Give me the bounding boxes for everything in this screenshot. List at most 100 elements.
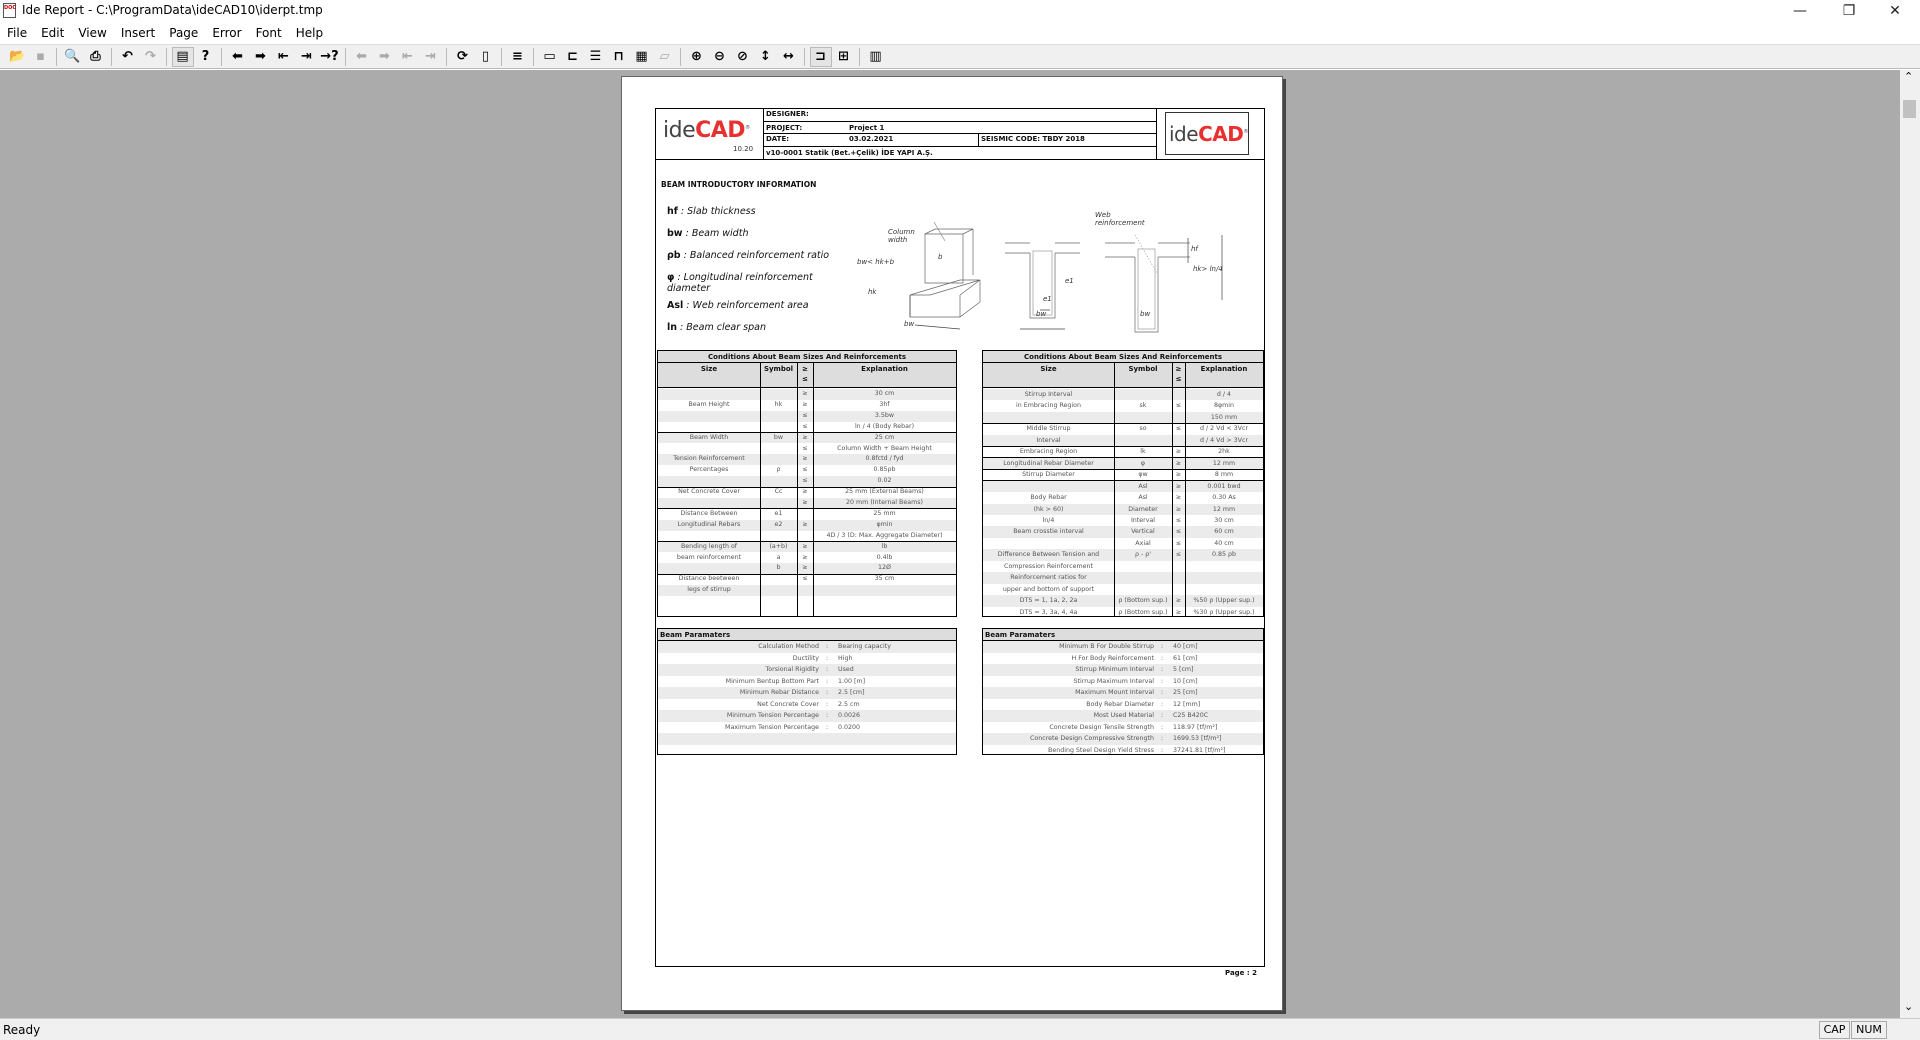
close-button[interactable]: ✕ — [1889, 3, 1901, 19]
left-margin-button[interactable]: ⊏ — [562, 47, 584, 67]
goto-button[interactable]: →? — [319, 47, 341, 67]
parameter-label: H For Body Reinforcement — [1071, 654, 1154, 662]
date-value: 03.02.2021 — [849, 135, 894, 143]
report-page-button[interactable]: ▤ — [171, 46, 194, 67]
zoom-out-button[interactable]: ⊖ — [709, 47, 731, 67]
undo-button[interactable]: ↶ — [117, 47, 139, 67]
toolbar-separator — [533, 47, 534, 66]
header-button[interactable]: ▭ — [539, 47, 561, 67]
two-page-button[interactable]: ⊞ — [833, 47, 855, 67]
save-button[interactable]: ▪ — [30, 47, 52, 67]
operator-cell: ≤ — [1175, 528, 1182, 536]
parameter-row: Net Concrete Cover: 2.5 cm — [658, 699, 956, 711]
explanation-cell: 0.85 ρb — [1211, 551, 1237, 559]
single-page-button[interactable]: ⊐ — [809, 46, 832, 67]
parameter-value: 12 [mm] — [1173, 700, 1201, 708]
menu-page[interactable]: Page — [169, 26, 199, 40]
refresh-page-button[interactable]: ⟳ — [452, 47, 474, 67]
last-icon: ⇥ — [301, 49, 312, 64]
error-previous-button[interactable]: ⬅ — [351, 47, 373, 67]
table-row: Percentages ρ ≤0.85ρb — [658, 465, 956, 476]
previous-icon: ⬅ — [232, 49, 243, 64]
explanation-cell: lb — [881, 542, 888, 550]
top-margin-button[interactable]: ⊓ — [608, 47, 630, 67]
menu-file[interactable]: File — [7, 26, 28, 40]
symbol-cell — [1114, 572, 1172, 583]
column-divider — [813, 363, 814, 616]
operator-cell — [1172, 412, 1185, 423]
menu-font[interactable]: Font — [255, 26, 282, 40]
parameter-value: 25 [cm] — [1173, 689, 1198, 696]
table-row: ≥30 cm — [658, 389, 956, 400]
explanation-cell: 2hk — [1218, 448, 1230, 456]
error-last-button[interactable]: ⇥ — [420, 47, 442, 67]
column-header: ≥ ≤ — [802, 365, 808, 383]
explanation-cell: 25 cm — [874, 433, 895, 441]
redo-button[interactable]: ↷ — [140, 47, 162, 67]
menu-edit[interactable]: Edit — [41, 26, 65, 40]
fit-width-button[interactable]: ↔ — [778, 47, 800, 67]
symbol-cell — [760, 498, 797, 509]
table-row: legs of stirrup — [658, 585, 956, 597]
size-cell — [983, 412, 1114, 423]
body-lines-button[interactable]: ☰ — [585, 47, 607, 67]
error-first-button[interactable]: ⇤ — [397, 47, 419, 67]
table-row: ≤0.02 — [658, 476, 956, 488]
scrollbar-thumb[interactable] — [1903, 100, 1916, 118]
restore-button[interactable]: ❐ — [1842, 3, 1856, 19]
definition-item: hf : Slab thickness — [667, 206, 837, 217]
scroll-down-button[interactable]: ⌄ — [1904, 1000, 1914, 1013]
error-next-button[interactable]: ➡ — [374, 47, 396, 67]
table-row: Reinforcement ratios for — [983, 572, 1263, 584]
table-row: Stirrup Diameter φw ≥8 mm — [983, 469, 1263, 480]
columns-button[interactable]: ▥ — [865, 47, 887, 67]
explanation-cell: 35 cm — [874, 575, 895, 583]
size-cell: Beam crosstie interval — [1013, 528, 1084, 536]
menu-insert[interactable]: Insert — [120, 26, 156, 40]
size-cell: Beam Height — [688, 400, 730, 408]
grid-button[interactable]: ▦ — [631, 47, 653, 67]
scroll-up-button[interactable]: ⌃ — [1904, 70, 1914, 83]
vertical-scrollbar[interactable]: ⌃ ⌄ — [1900, 70, 1920, 1018]
definition-symbol: Asl — [667, 300, 684, 311]
size-cell: Percentages — [689, 466, 729, 474]
label-web-reinforcement: Web reinforcement — [1095, 211, 1145, 227]
parameter-separator: : — [826, 677, 829, 685]
size-cell: DTS = 1, 1a, 2, 2a — [1019, 597, 1078, 605]
page-end-button[interactable]: ▯ — [475, 47, 497, 67]
parameter-value: 0.0026 — [838, 712, 861, 719]
zoom-fit-button[interactable]: ⊘ — [732, 47, 754, 67]
explanation-cell: 30 cm — [874, 390, 895, 397]
zoom-in-button[interactable]: ⊕ — [686, 47, 708, 67]
fit-height-button[interactable]: ↕ — [755, 47, 777, 67]
operator-cell: ≤ — [1175, 402, 1182, 410]
help-context-button[interactable]: ? — [195, 47, 217, 67]
minimize-button[interactable]: — — [1793, 3, 1807, 19]
print-preview-button[interactable]: 🔍 — [62, 47, 84, 67]
parameter-value: 10 [cm] — [1173, 677, 1198, 685]
next-button[interactable]: ➡ — [250, 47, 272, 67]
symbol-cell: (a+b) — [769, 542, 788, 550]
column-divider — [760, 363, 761, 616]
designer-label: DESIGNER: — [766, 110, 809, 118]
left-margin-icon: ⊏ — [567, 49, 578, 64]
size-cell — [658, 444, 760, 455]
print-button[interactable]: ⎙ — [85, 47, 107, 67]
menu-help[interactable]: Help — [295, 26, 324, 40]
last-button[interactable]: ⇥ — [296, 47, 318, 67]
size-cell: Longitudinal Rebars — [677, 520, 741, 528]
menu-error[interactable]: Error — [212, 26, 242, 40]
previous-button[interactable]: ⬅ — [227, 47, 249, 67]
table-header: Size Symbol ≥ ≤ Explanation — [983, 363, 1263, 388]
size-cell: Net Concrete Cover — [678, 488, 740, 496]
first-button[interactable]: ⇤ — [273, 47, 295, 67]
open-folder-button[interactable]: 📂 — [7, 47, 29, 67]
explanation-cell: ln / 4 (Body Rebar) — [854, 422, 915, 430]
explanation-cell: %50 ρ (Upper sup.) — [1193, 597, 1255, 605]
table-row: Compression Reinforcement — [983, 561, 1263, 572]
open-folder-icon: 📂 — [9, 49, 26, 64]
size-cell — [983, 538, 1114, 549]
page-sort-button[interactable]: ≡ — [507, 47, 529, 67]
step-button[interactable]: ▱ — [654, 47, 676, 67]
menu-view[interactable]: View — [78, 26, 107, 40]
